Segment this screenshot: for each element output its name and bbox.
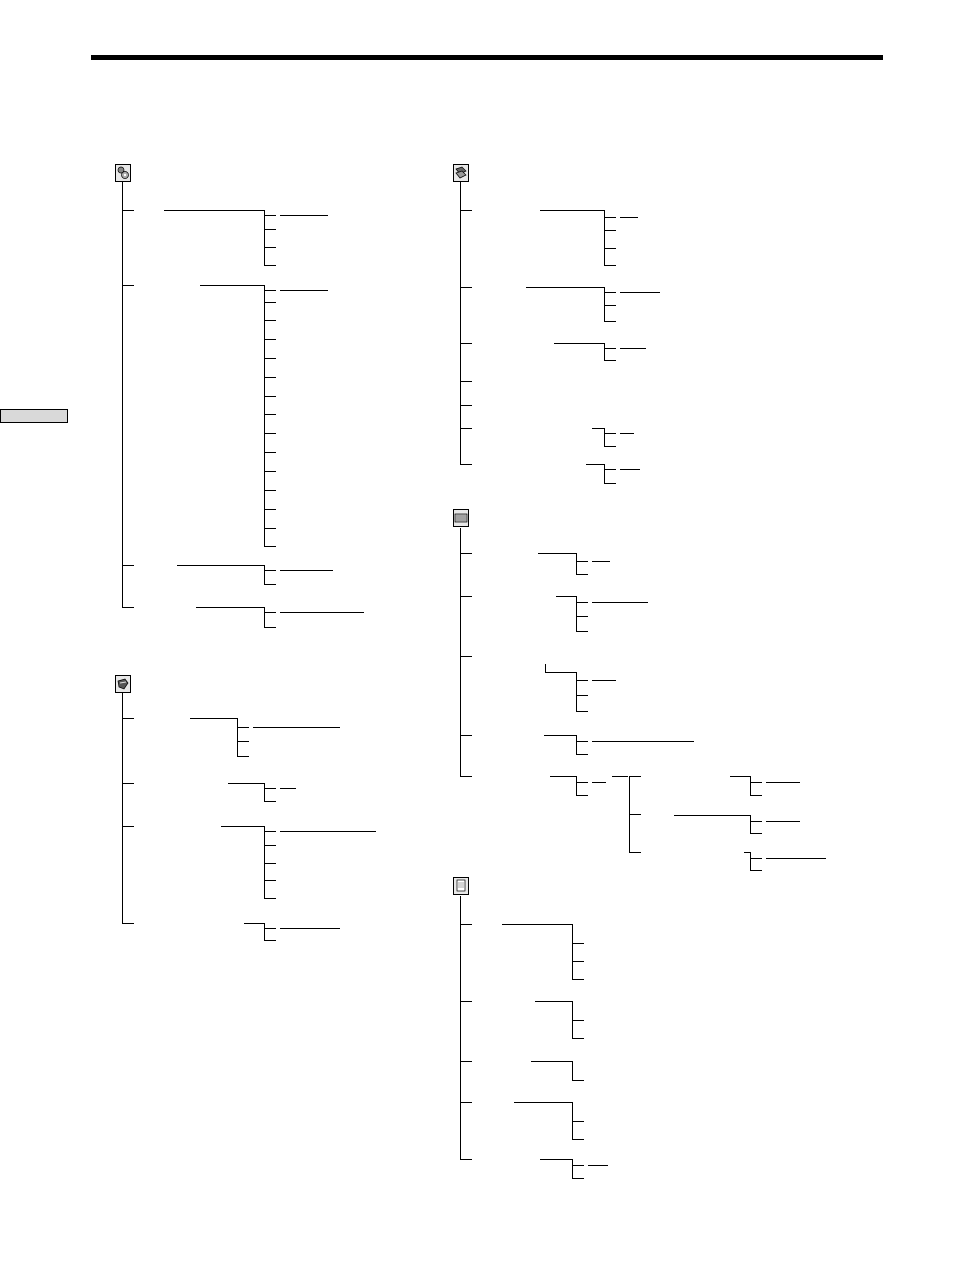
- keyboard-icon: [453, 509, 469, 527]
- tools-icon: [115, 675, 131, 693]
- menu-tree-book: [460, 182, 660, 484]
- menu-tree-settings: [122, 182, 364, 628]
- header-rule: [91, 55, 883, 60]
- side-tab: [0, 409, 68, 423]
- menu-tree-document: [460, 896, 608, 1179]
- settings-icon: [115, 164, 131, 182]
- menu-tree-tools: [122, 693, 376, 941]
- document-icon: [453, 877, 469, 895]
- book-icon: [453, 164, 469, 182]
- menu-tree-keyboard: [460, 528, 826, 871]
